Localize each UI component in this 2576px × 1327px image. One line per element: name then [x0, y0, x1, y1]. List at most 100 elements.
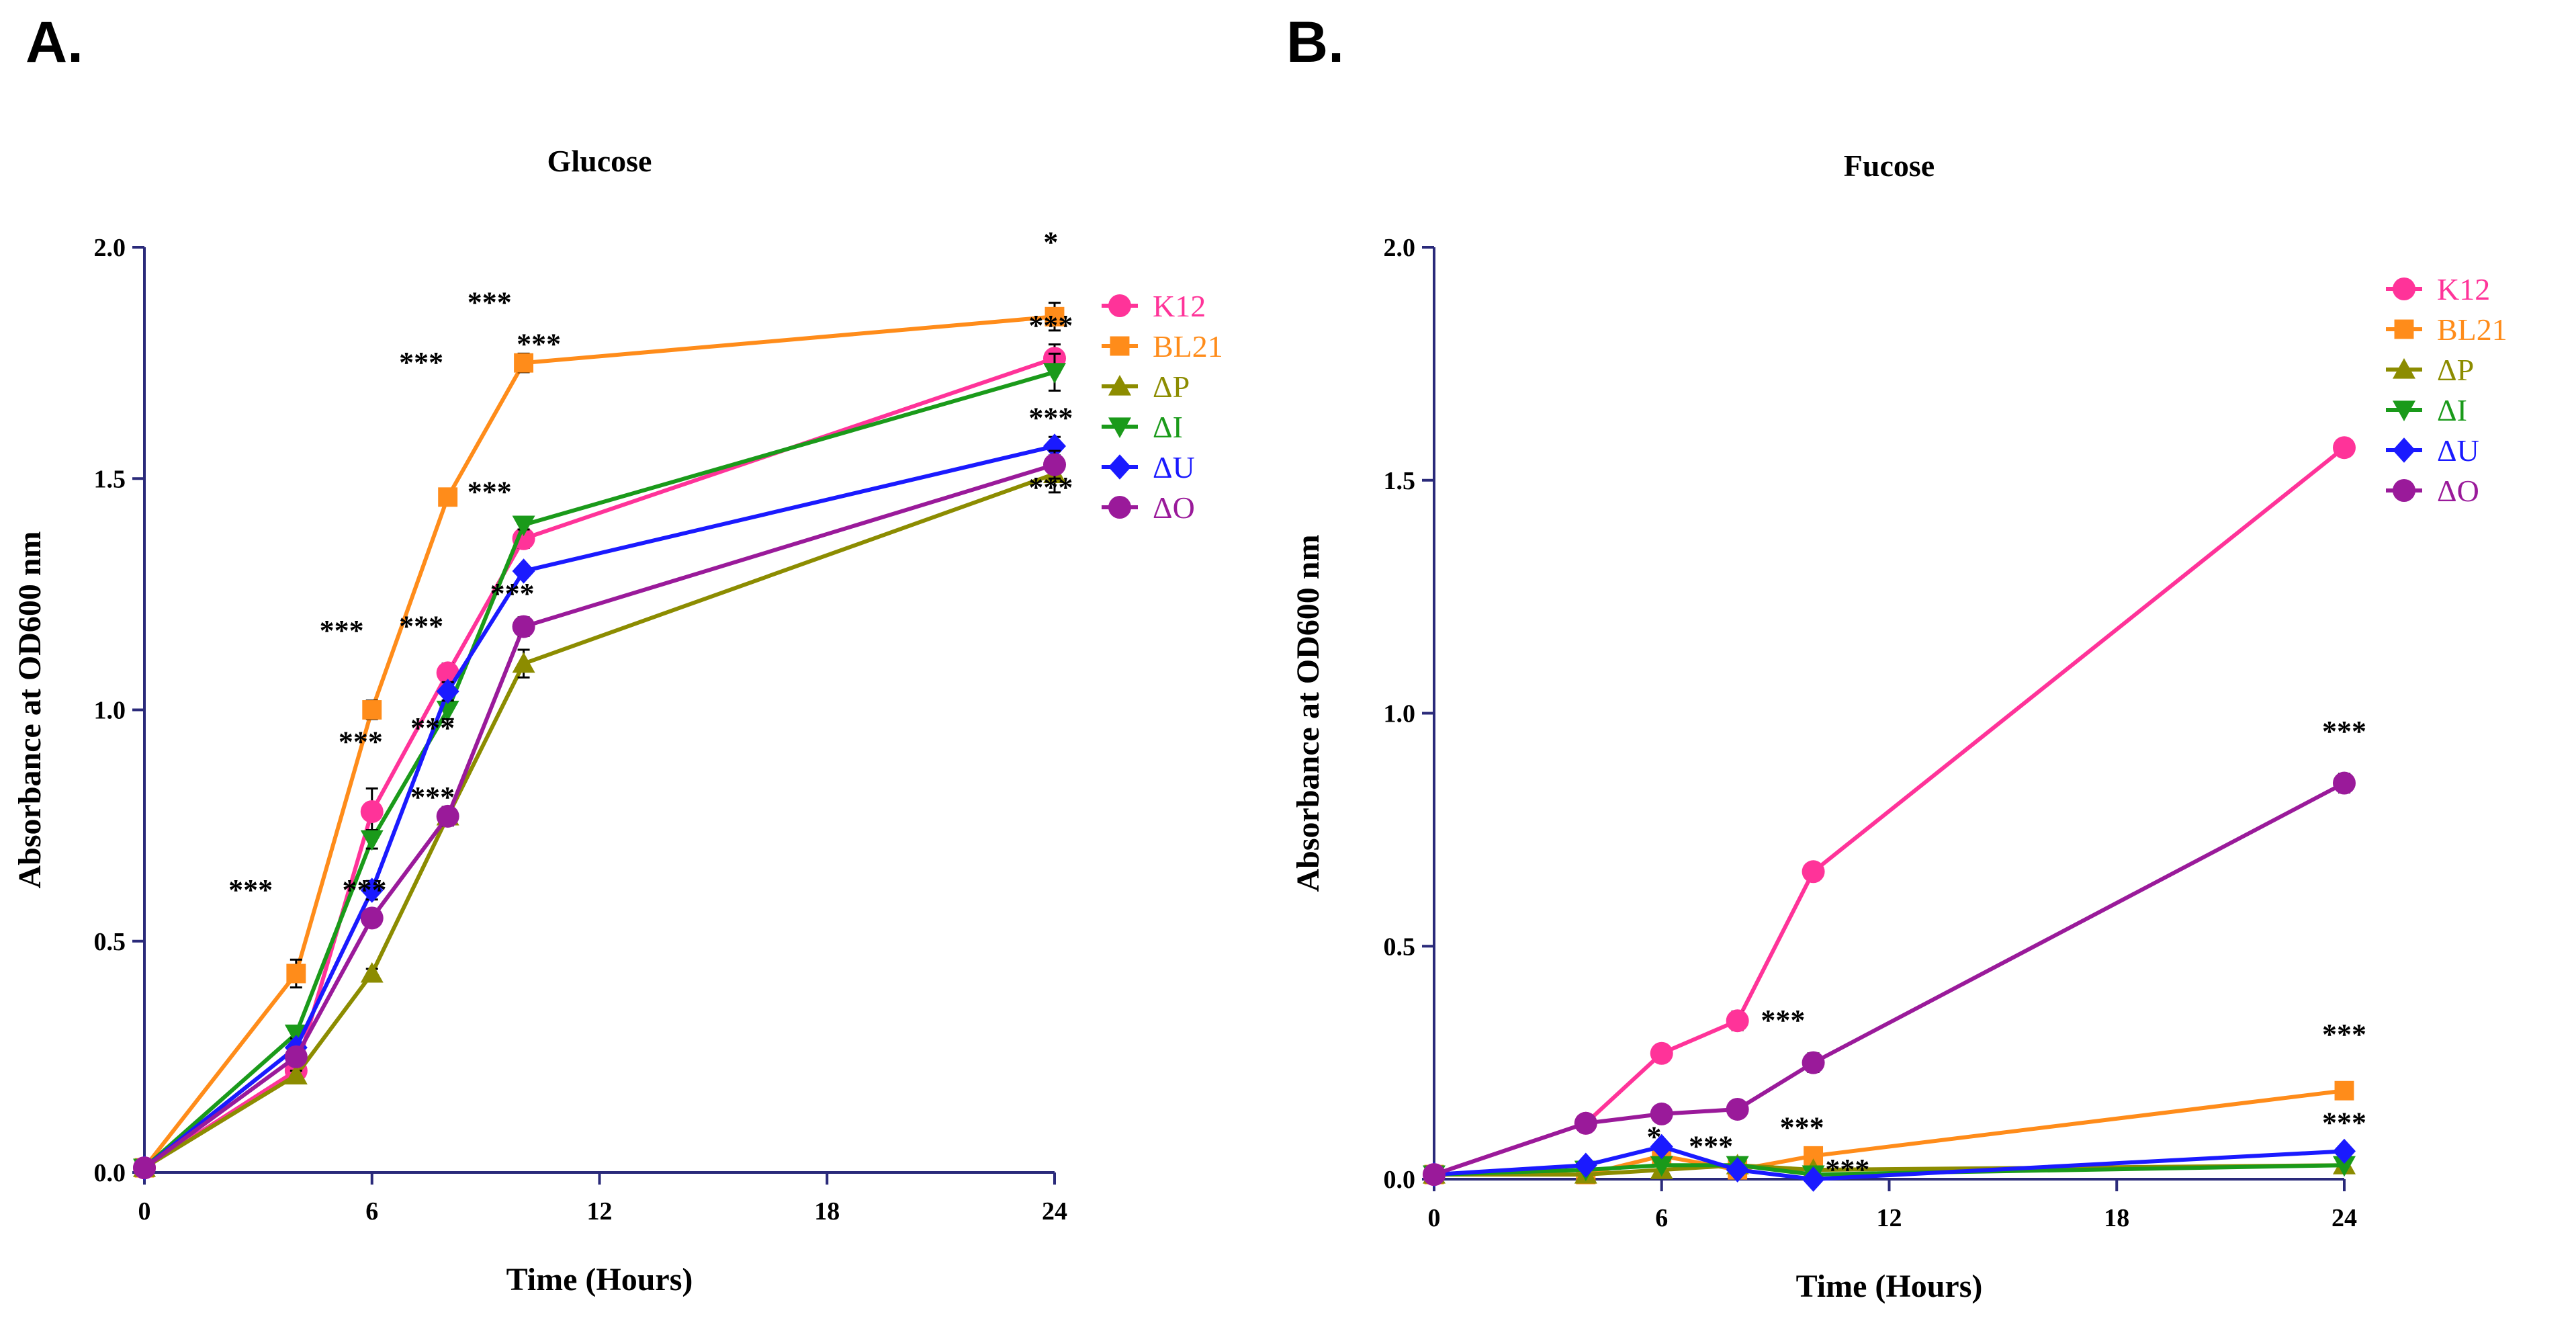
- panel-b-series-delta-o: [1423, 771, 2356, 1187]
- panel-b-y-axis-title: Absorbance at OD600 nm: [1290, 534, 1326, 892]
- panel-a-point-delta-p: [360, 961, 384, 983]
- panel-a-point-bl21: [362, 700, 382, 720]
- panel-b-series-line-bl21: [1434, 1088, 2345, 1177]
- panel-a-legend-label-delta-p: ΔP: [1153, 370, 1190, 404]
- panel-a-x-tick-label: 12: [587, 1197, 613, 1226]
- panel-b-letter: B.: [1286, 10, 1344, 75]
- panel-b-legend-marker-delta-i: [2393, 400, 2415, 421]
- panel-b-y-tick-label: 0.0: [1384, 1166, 1416, 1194]
- panel-a-legend-label-bl21: BL21: [1153, 329, 1223, 363]
- panel-b-y-tick-label: 1.0: [1384, 700, 1416, 728]
- panel-a-point-delta-u: [436, 679, 459, 704]
- panel-a-series-delta-p: [133, 454, 1066, 1177]
- panel-a-legend-marker-delta-p: [1108, 375, 1131, 396]
- panel-b-significance-annotation: *: [1646, 1120, 1661, 1153]
- panel-b-legend-marker-delta-o: [2393, 479, 2415, 502]
- panel-a-significance-annotation: ***: [320, 614, 364, 647]
- panel-b-point-delta-u: [1650, 1133, 1673, 1160]
- panel-a-y-tick-label: 0.0: [94, 1159, 126, 1187]
- panel-a-y-tick-label: 0.5: [94, 928, 126, 956]
- panel-a-point-delta-i: [1043, 363, 1066, 384]
- panel-a-point-bl21: [514, 353, 534, 373]
- panel-a-point-delta-o: [360, 906, 384, 930]
- panel-a-significance-annotation: ***: [339, 725, 383, 758]
- panel-b-series-line-k12: [1433, 445, 2346, 1176]
- panel-a-legend-marker-bl21: [1110, 336, 1130, 356]
- panel-a-y-tick-label: 1.0: [94, 697, 126, 725]
- panel-a-legend-marker-delta-o: [1108, 496, 1131, 519]
- panel-a-significance-annotation: ***: [490, 577, 535, 610]
- panel-a-x-tick-label: 6: [365, 1197, 378, 1226]
- panel-b-legend-label-bl21: BL21: [2437, 312, 2507, 347]
- panel-a-series-line-bl21: [142, 314, 1055, 1169]
- panel-a-significance-annotation: ***: [468, 286, 512, 318]
- panel-a-series-bl21: [134, 302, 1065, 1178]
- panel-b-legend-marker-delta-p: [2393, 358, 2415, 379]
- panel-b-series-line-delta-p: [1434, 1163, 2345, 1177]
- panel-a-point-bl21: [286, 964, 306, 984]
- panel-b-significance-annotation: ***: [2322, 1018, 2366, 1051]
- panel-b-point-k12: [2333, 436, 2356, 460]
- panel-a-legend-label-k12: K12: [1153, 289, 1206, 323]
- panel-b-significance-annotation: ***: [2322, 1107, 2366, 1140]
- panel-a-point-bl21: [438, 487, 458, 507]
- panel-a-series-delta-o: [133, 450, 1066, 1180]
- panel-a-point-delta-u: [360, 877, 384, 903]
- panel-b-point-delta-u: [1726, 1157, 1749, 1183]
- panel-b-point-delta-o: [2333, 771, 2356, 795]
- panel-b-fucose-chart: B. Fucose Time (Hours) Absorbance at OD600 …: [1286, 10, 2507, 1304]
- panel-b-x-tick-label: 18: [2104, 1204, 2129, 1232]
- panel-b-x-tick-label: 0: [1428, 1204, 1441, 1232]
- panel-b-legend-marker-delta-u: [2393, 437, 2415, 463]
- panel-a-y-tick-label: 2.0: [94, 234, 126, 262]
- panel-a-y-axis-title: Absorbance at OD600 nm: [12, 531, 48, 888]
- panel-b-legend-label-delta-o: ΔO: [2437, 474, 2479, 508]
- panel-b-x-tick-label: 24: [2331, 1204, 2357, 1232]
- panel-b-y-tick-label: 0.5: [1384, 933, 1416, 961]
- panel-b-legend-label-delta-p: ΔP: [2437, 353, 2474, 387]
- panel-b-point-k12: [1802, 860, 1825, 884]
- panel-a-series-delta-u: [133, 433, 1066, 1181]
- panel-a-significance-annotation: ***: [1028, 402, 1073, 435]
- panel-a-point-delta-u: [512, 558, 535, 584]
- panel-b-legend-label-delta-u: ΔU: [2437, 433, 2479, 468]
- panel-b-point-delta-o: [1726, 1097, 1749, 1121]
- panel-a-point-delta-p: [512, 652, 535, 673]
- panel-a-x-axis-title: Time (Hours): [506, 1262, 693, 1297]
- panel-a-significance-annotation: ***: [399, 609, 443, 642]
- panel-a-legend-label-delta-i: ΔI: [1153, 410, 1183, 444]
- panel-a-significance-annotation: ***: [399, 346, 443, 379]
- panel-a-glucose-chart: A. Glucose Time (Hours) Absorbance at OD600…: [12, 10, 1223, 1297]
- panel-b-y-tick-label: 2.0: [1384, 234, 1416, 262]
- panel-a-point-delta-o: [284, 1045, 308, 1068]
- panel-a-series-line-delta-u: [143, 444, 1055, 1170]
- panel-b-series-line-delta-o: [1433, 781, 2346, 1176]
- panel-a-x-tick-label: 24: [1042, 1197, 1067, 1226]
- panel-a-chart-title: Glucose: [547, 144, 652, 178]
- panel-b-significance-annotation: ***: [1689, 1129, 1733, 1162]
- panel-a-point-k12: [512, 527, 535, 550]
- panel-b-point-delta-u: [2333, 1138, 2356, 1164]
- panel-b-point-k12: [1726, 1009, 1749, 1033]
- panel-b-x-tick-label: 6: [1655, 1204, 1668, 1232]
- panel-a-significance-annotation: ***: [1028, 309, 1073, 342]
- panel-a-letter: A.: [26, 10, 83, 75]
- panel-a-y-tick-label: 1.5: [94, 465, 126, 493]
- panel-a-point-delta-i: [284, 1024, 308, 1045]
- panel-a-legend-marker-k12: [1108, 294, 1131, 317]
- panel-b-legend-marker-k12: [2393, 277, 2415, 300]
- panel-a-legend-label-delta-o: ΔO: [1153, 490, 1195, 525]
- panel-b-point-delta-u: [1574, 1152, 1597, 1178]
- panel-b-y-tick-label: 1.5: [1384, 467, 1416, 495]
- panel-a-point-bl21: [1045, 306, 1065, 327]
- panel-b-significance-annotation: ***: [1761, 1004, 1805, 1037]
- panel-b-point-delta-o: [1650, 1102, 1673, 1125]
- panel-a-point-delta-i: [360, 830, 384, 851]
- panel-a-x-tick-label: 0: [138, 1197, 151, 1226]
- panel-a-point-delta-p: [284, 1064, 308, 1085]
- panel-a-significance-annotation: ***: [468, 476, 512, 509]
- panel-b-point-bl21: [2334, 1080, 2354, 1101]
- panel-b-point-delta-i: [1650, 1156, 1673, 1177]
- panel-a-significance-annotation: ***: [410, 712, 455, 744]
